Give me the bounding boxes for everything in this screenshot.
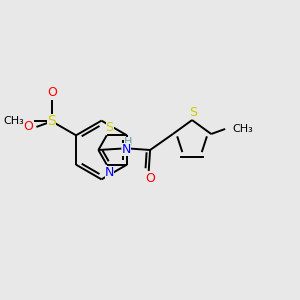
- Text: S: S: [190, 106, 197, 119]
- Text: N: N: [122, 143, 131, 156]
- Text: O: O: [145, 172, 155, 185]
- Text: O: O: [24, 120, 34, 134]
- Text: CH₃: CH₃: [232, 124, 253, 134]
- Text: H: H: [124, 137, 132, 147]
- Text: O: O: [47, 86, 57, 99]
- Text: S: S: [47, 114, 56, 128]
- Text: N: N: [105, 166, 114, 179]
- Text: S: S: [106, 121, 114, 134]
- Text: CH₃: CH₃: [3, 116, 24, 126]
